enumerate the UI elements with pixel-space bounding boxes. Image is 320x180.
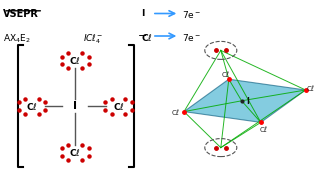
Text: C$\ell$: C$\ell$ xyxy=(171,107,181,117)
Text: C$\ell$: C$\ell$ xyxy=(306,83,315,93)
Text: I: I xyxy=(246,97,249,106)
Text: C$\ell$: C$\ell$ xyxy=(141,32,153,43)
Text: −: − xyxy=(138,31,147,41)
Text: VSEPR: VSEPR xyxy=(3,9,39,19)
Text: C$\ell$: C$\ell$ xyxy=(259,124,269,134)
Text: I: I xyxy=(73,101,77,111)
Text: 7e$^-$: 7e$^-$ xyxy=(182,32,202,43)
Text: AX$_4$E$_2$: AX$_4$E$_2$ xyxy=(3,32,31,45)
Text: I: I xyxy=(141,9,144,18)
Text: IC$\ell$$_4^-$: IC$\ell$$_4^-$ xyxy=(83,32,104,46)
Text: 7e$^-$: 7e$^-$ xyxy=(182,9,202,20)
Text: C$\ell$: C$\ell$ xyxy=(221,69,230,79)
Text: C$\ell$: C$\ell$ xyxy=(113,101,124,112)
Text: C$\ell$: C$\ell$ xyxy=(26,101,38,112)
Polygon shape xyxy=(184,79,306,122)
Text: C$\ell$: C$\ell$ xyxy=(69,147,81,158)
Text: C$\ell$: C$\ell$ xyxy=(69,55,81,66)
